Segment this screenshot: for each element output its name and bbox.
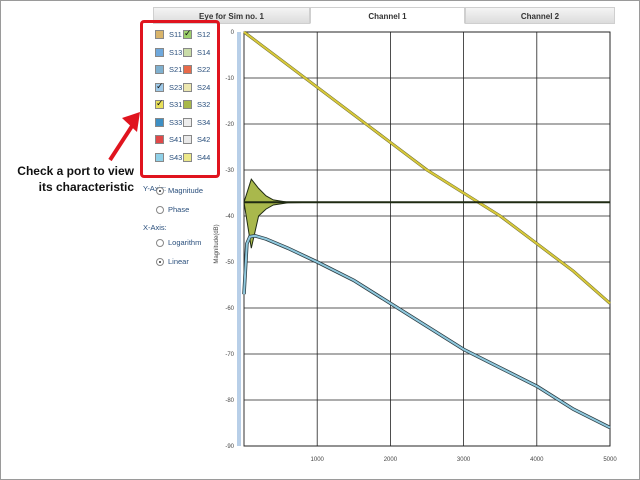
port-checkbox[interactable] [155,65,164,74]
port-label: S43 [169,152,183,162]
logarithm-label: Logarithm [168,238,202,247]
series-1-line [243,31,611,305]
port-label: S11 [169,30,182,39]
y-tick-label: -10 [225,76,234,82]
y-axis-heading: Y-Axis: [143,184,167,193]
port-checkbox[interactable] [155,47,164,57]
y-axis-label: Magnitude(dB) [214,224,220,263]
plot-area [243,31,611,447]
port-label: S42 [197,135,211,144]
port-checkbox[interactable] [155,135,164,144]
port-label: S34 [197,117,211,127]
port-label: S23 [169,82,183,92]
port-checkbox[interactable] [155,81,164,93]
port-label: S31 [169,100,183,109]
x-tick-label: 5000 [603,457,617,463]
port-checkbox[interactable] [183,100,192,109]
port-checkbox[interactable] [155,30,164,39]
logarithm-radio[interactable] [156,239,164,247]
y-tick-label: -60 [225,306,234,312]
port-checkbox[interactable] [183,65,192,74]
tab-channel-2[interactable]: Channel 2 [465,7,615,24]
port-label: S41 [169,135,183,144]
port-checkbox[interactable] [183,135,192,144]
port-checkbox[interactable] [183,152,192,162]
y-tick-label: -70 [225,352,234,358]
y-tick-label: -30 [225,168,234,174]
phase-radio[interactable] [156,206,164,214]
y-tick-label: -20 [225,122,234,128]
linear-label: Linear [168,257,189,266]
series-2-band [243,178,610,249]
x-tick-label: 4000 [530,457,544,463]
x-tick-label: 2000 [384,457,398,463]
linear-radio[interactable] [156,258,164,266]
s-parameter-chart: 0 -10 -20 -30 -40 -50 -60 -70 -80 -90 1000 2000 3000… [214,30,617,463]
y-tick-label: -80 [225,398,234,404]
port-checkbox[interactable] [155,117,164,127]
tab-channel-1[interactable]: Channel 1 [310,7,465,24]
series-3-line [243,234,611,429]
port-label: S44 [197,152,211,162]
x-tick-label: 1000 [311,457,325,463]
x-tick-label: 3000 [457,457,471,463]
port-checkbox[interactable] [183,82,192,92]
tab-eye-for-sim-1[interactable]: Eye for Sim no. 1 [153,7,310,24]
port-label: S33 [169,117,183,127]
port-checkbox[interactable] [183,28,192,40]
y-tick-label: -90 [225,444,234,450]
port-label: S24 [197,82,211,92]
port-checkbox[interactable] [155,152,164,162]
y-tick-label: -50 [225,260,234,266]
magnitude-label: Magnitude [168,186,204,195]
port-label: S21 [169,65,183,74]
port-label: S14 [197,47,211,57]
port-label: S32 [197,100,211,109]
highlight-box [140,20,220,178]
y-axis-bar [237,32,241,446]
port-checkbox[interactable] [183,117,192,127]
x-axis-heading: X-Axis: [143,223,167,232]
magnitude-radio[interactable] [156,187,164,195]
y-tick-label: -40 [225,214,234,220]
y-tick-label: 0 [231,30,235,36]
port-checkbox[interactable] [183,47,192,57]
phase-label: Phase [168,205,190,214]
port-label: S12 [197,30,211,39]
port-label: S22 [197,65,211,74]
port-checkbox[interactable] [155,98,164,110]
port-label: S13 [169,47,183,57]
annotation-text: Check a port to view its characteristic [17,164,134,194]
